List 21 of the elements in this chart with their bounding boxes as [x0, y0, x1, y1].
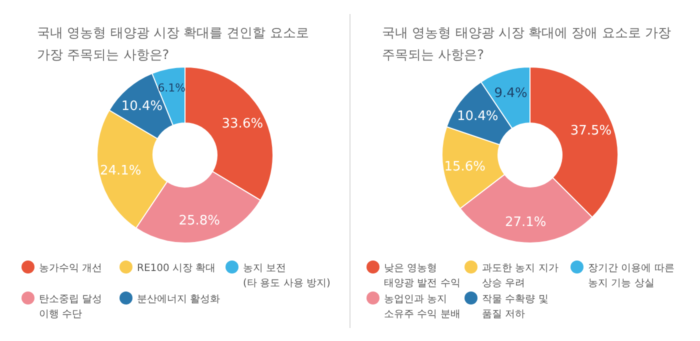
data-label: 10.4% [121, 98, 163, 114]
data-label: 27.1% [504, 214, 546, 230]
data-label: 33.6% [222, 116, 264, 132]
legend-label: 분산에너지 활성화 [137, 294, 220, 305]
legend-label: 작물 수확량 및 품질 저하 [482, 294, 548, 320]
legend-label: 장기간 이용에 따른 농지 기능 상실 [588, 263, 674, 289]
legend-label: 농가수익 개선 [39, 263, 102, 274]
data-label: 37.5% [570, 124, 612, 139]
legend-label: 농업인과 농지 소유주 수익 분배 [384, 294, 460, 320]
data-label: 24.1% [100, 164, 142, 179]
legend-label: 과도한 농지 지가 상승 우려 [482, 263, 558, 289]
chart-title: 국내 영농형 태양광 시장 확대를 견인할 요소로 가장 주목되는 사항은? [37, 26, 309, 63]
legend-label: RE100 시장 확대 [137, 263, 216, 274]
legend-label: 낮은 영농형 태양광 발전 수익 [384, 263, 460, 289]
chart-title: 국내 영농형 태양광 시장 확대에 장애 요소로 가장 주목되는 사항은? [382, 26, 671, 63]
data-label: 9.4% [494, 86, 528, 101]
legend-label: 탄소중립 달성 이행 수단 [39, 294, 102, 320]
data-label: 10.4% [456, 108, 498, 124]
data-label: 15.6% [444, 160, 486, 175]
data-label: 25.8% [178, 213, 220, 228]
legend-label: 농지 보전 (타 용도 사용 방지) [243, 263, 330, 289]
